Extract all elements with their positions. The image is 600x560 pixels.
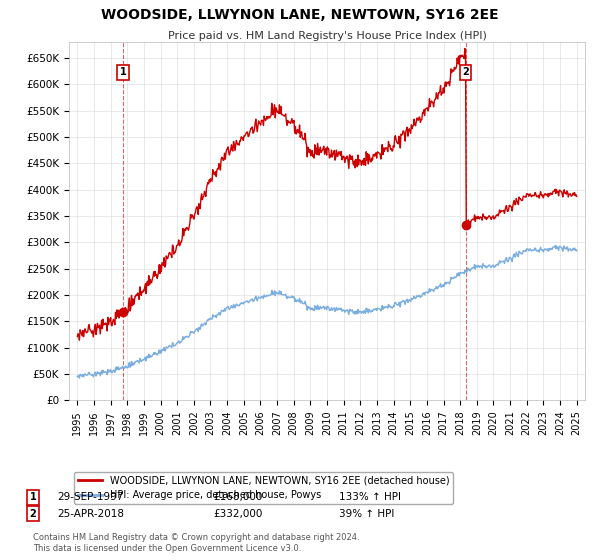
Title: Price paid vs. HM Land Registry's House Price Index (HPI): Price paid vs. HM Land Registry's House … [167,31,487,41]
Text: £332,000: £332,000 [213,508,262,519]
Legend: WOODSIDE, LLWYNON LANE, NEWTOWN, SY16 2EE (detached house), HPI: Average price, : WOODSIDE, LLWYNON LANE, NEWTOWN, SY16 2E… [74,472,454,504]
Text: 29-SEP-1997: 29-SEP-1997 [57,492,124,502]
Text: 1: 1 [120,67,127,77]
Text: £168,000: £168,000 [213,492,262,502]
Text: WOODSIDE, LLWYNON LANE, NEWTOWN, SY16 2EE: WOODSIDE, LLWYNON LANE, NEWTOWN, SY16 2E… [101,8,499,22]
Text: Contains HM Land Registry data © Crown copyright and database right 2024.
This d: Contains HM Land Registry data © Crown c… [33,533,359,553]
Text: 1: 1 [29,492,37,502]
Text: 2: 2 [462,67,469,77]
Text: 133% ↑ HPI: 133% ↑ HPI [339,492,401,502]
Text: 2: 2 [29,508,37,519]
Text: 39% ↑ HPI: 39% ↑ HPI [339,508,394,519]
Text: 25-APR-2018: 25-APR-2018 [57,508,124,519]
